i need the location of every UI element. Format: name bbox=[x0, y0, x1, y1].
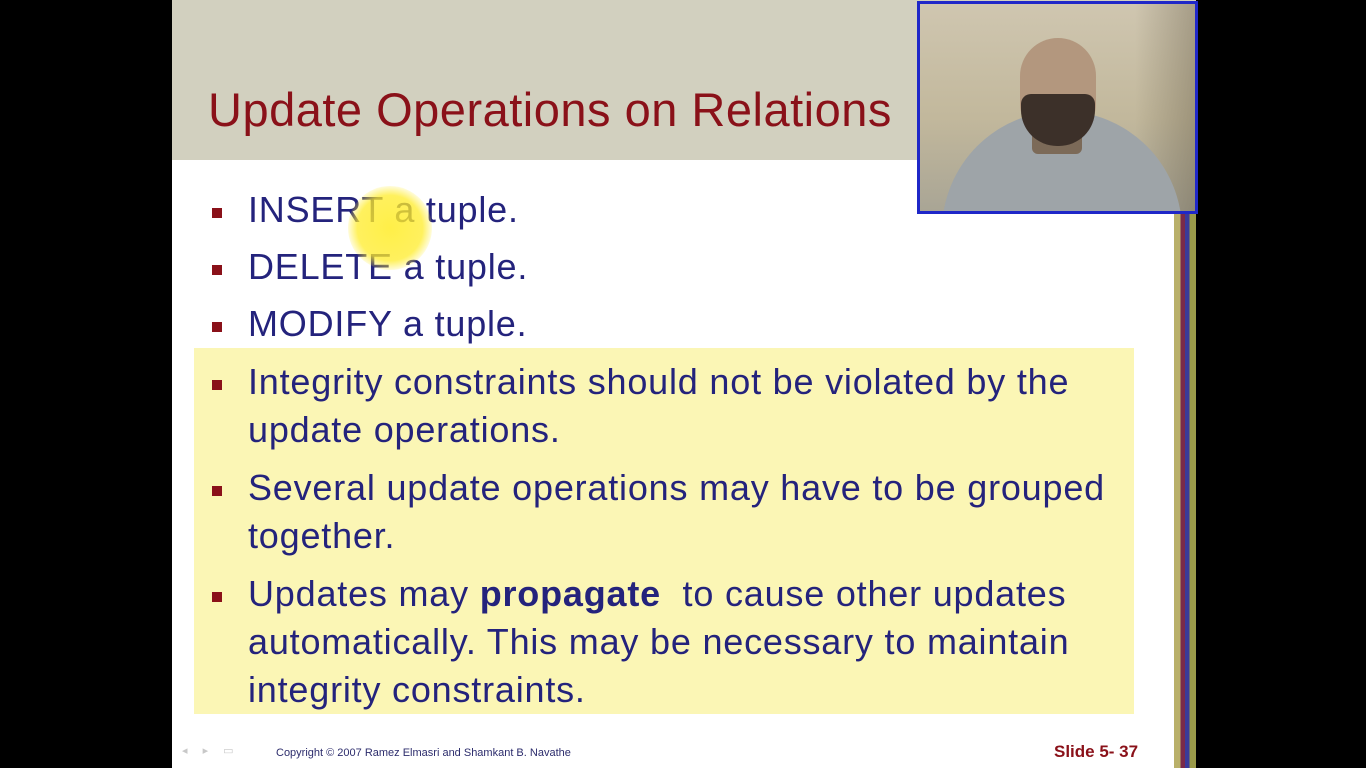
bullet-square-icon bbox=[212, 208, 222, 218]
bullet-square-icon bbox=[212, 486, 222, 496]
bullet-text: Updates may propagate to cause other upd… bbox=[248, 570, 1128, 714]
bullet-text: Integrity constraints should not be viol… bbox=[248, 358, 1128, 454]
bullet-bold-term: propagate bbox=[480, 573, 661, 614]
bullet-square-icon bbox=[212, 380, 222, 390]
presenter-webcam bbox=[917, 1, 1198, 214]
bullet-square-icon bbox=[212, 265, 222, 275]
bullet-square-icon bbox=[212, 322, 222, 332]
footer-copyright: Copyright © 2007 Ramez Elmasri and Shamk… bbox=[276, 747, 571, 759]
slide-nav-icons: ◂ ▸ ▭ bbox=[182, 744, 240, 757]
pointer-highlight bbox=[348, 186, 432, 270]
bullet-text: MODIFY a tuple. bbox=[248, 300, 1128, 348]
decorative-side-bar bbox=[1174, 212, 1196, 768]
slide-number: Slide 5- 37 bbox=[1054, 742, 1138, 762]
bullet-text-prefix: Updates may bbox=[248, 573, 480, 614]
bullet-square-icon bbox=[212, 592, 222, 602]
bullet-text: Several update operations may have to be… bbox=[248, 464, 1128, 560]
slide-title: Update Operations on Relations bbox=[208, 82, 892, 137]
